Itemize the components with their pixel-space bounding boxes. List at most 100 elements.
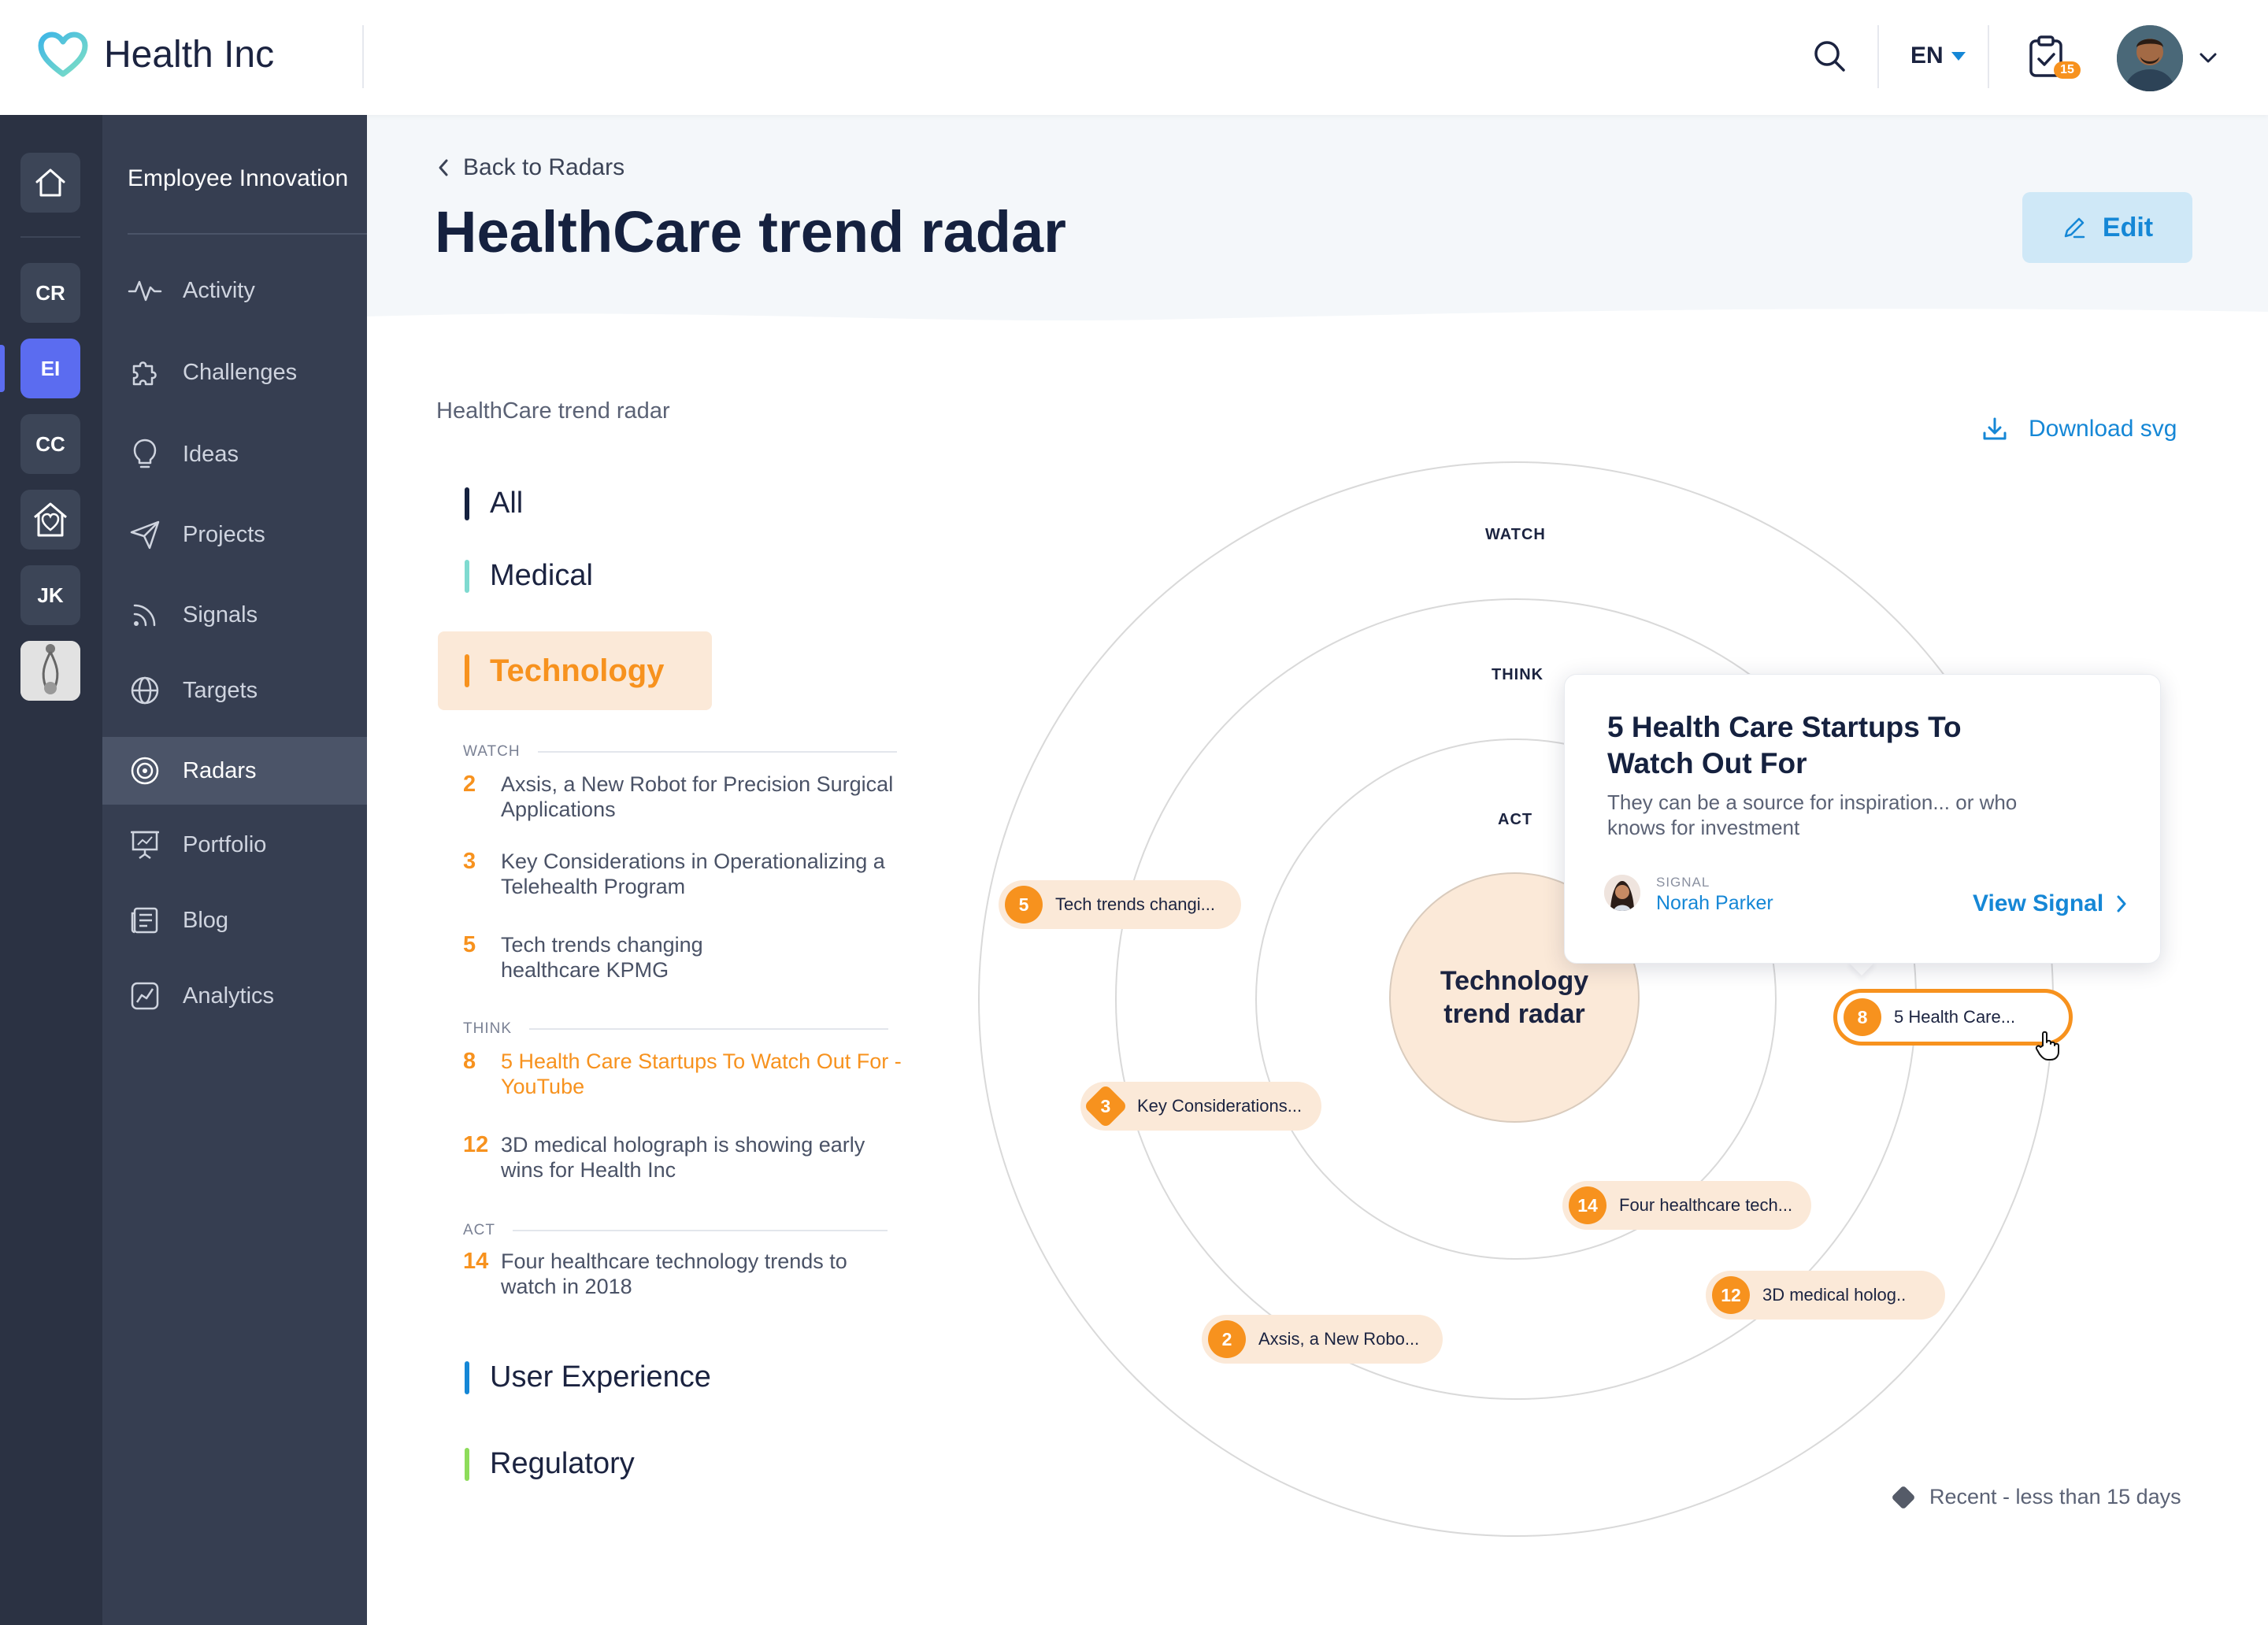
sidebar-nav: Employee Innovation Activity Challenges … — [102, 115, 367, 1625]
signal-title: 5 Health Care Startups To Watch Out For … — [501, 1049, 902, 1098]
analytics-icon — [128, 979, 162, 1013]
group-header-act: ACT — [463, 1222, 888, 1239]
nav-item-projects[interactable]: Projects — [102, 501, 367, 568]
nav-item-challenges[interactable]: Challenges — [102, 339, 367, 406]
nav-item-activity[interactable]: Activity — [102, 257, 367, 324]
logo[interactable]: Health Inc — [38, 31, 274, 77]
category-all[interactable]: All — [465, 487, 523, 520]
workspace-rail: CR EI CC JK — [0, 115, 102, 1625]
author-name[interactable]: Norah Parker — [1656, 892, 1773, 914]
group-label: THINK — [463, 1020, 512, 1037]
category-technology[interactable]: Technology — [438, 631, 712, 710]
category-label: All — [490, 487, 524, 520]
nav-item-label: Analytics — [183, 983, 275, 1009]
rss-icon — [128, 598, 162, 632]
radar-center-label: Technology trend radar — [1440, 966, 1589, 1029]
signal-number: 14 — [463, 1249, 489, 1274]
chevron-left-icon — [438, 158, 449, 177]
nav-item-label: Radars — [183, 757, 257, 783]
divider — [1877, 25, 1879, 88]
nav-item-ideas[interactable]: Ideas — [102, 420, 367, 488]
category-color-bar — [465, 1447, 469, 1481]
edit-button[interactable]: Edit — [2022, 192, 2192, 263]
group-label: WATCH — [463, 743, 521, 760]
signal-number: 8 — [1844, 998, 1881, 1036]
signal-item[interactable]: 5 Tech trends changing healthcare KPMG — [463, 932, 904, 983]
signal-title: Axsis, a New Robo... — [1258, 1329, 1420, 1349]
recent-signal-marker: 3 — [1083, 1083, 1128, 1129]
back-link[interactable]: Back to Radars — [438, 154, 624, 181]
signal-number: 12 — [463, 1132, 489, 1157]
nav-item-label: Portfolio — [183, 831, 267, 857]
nav-item-blog[interactable]: Blog — [102, 887, 367, 954]
signal-item[interactable]: 3 Key Considerations in Operationalizing… — [463, 849, 904, 899]
nav-item-label: Targets — [183, 677, 258, 703]
signal-title: Four healthcare tech... — [1619, 1195, 1793, 1215]
workspace-image[interactable] — [20, 641, 80, 701]
hand-cursor-icon — [2035, 1030, 2062, 1061]
signal-item[interactable]: 8 5 Health Care Startups To Watch Out Fo… — [463, 1049, 904, 1099]
radar-signal-pill[interactable]: 2 Axsis, a New Robo... — [1202, 1315, 1443, 1364]
chevron-down-icon[interactable] — [2199, 52, 2218, 65]
nav-item-label: Signals — [183, 602, 258, 627]
view-signal-link[interactable]: View Signal — [1973, 890, 2127, 917]
popup-title: 5 Health Care Startups To Watch Out For — [1607, 711, 1962, 779]
app-name: Health Inc — [104, 33, 275, 76]
popup-description: They can be a source for inspiration... … — [1607, 790, 2018, 839]
search-icon[interactable] — [1811, 38, 1847, 74]
user-avatar[interactable] — [2117, 25, 2183, 91]
nav-item-targets[interactable]: Targets — [102, 657, 367, 724]
workspace-jk[interactable]: JK — [20, 565, 80, 625]
language-value: EN — [1910, 43, 1944, 68]
home-button[interactable] — [20, 153, 80, 213]
divider — [529, 1028, 888, 1030]
signal-title: Axsis, a New Robot for Precision Surgica… — [501, 772, 894, 821]
category-regulatory[interactable]: Regulatory — [465, 1447, 635, 1481]
paper-plane-icon — [128, 517, 162, 552]
radar-signal-pill[interactable]: 14 Four healthcare tech... — [1562, 1181, 1811, 1230]
nav-item-signals[interactable]: Signals — [102, 581, 367, 649]
nav-item-analytics[interactable]: Analytics — [102, 962, 367, 1030]
active-indicator — [0, 345, 5, 392]
category-medical[interactable]: Medical — [465, 559, 593, 593]
radar-signal-pill[interactable]: 12 3D medical holog.. — [1706, 1271, 1945, 1320]
category-label: Regulatory — [490, 1447, 635, 1480]
download-icon — [1981, 416, 2008, 442]
pencil-icon — [2062, 215, 2087, 240]
ring-act — [1255, 738, 1777, 1260]
signal-title: Key Considerations... — [1137, 1096, 1303, 1116]
signal-number: 3 — [1100, 1095, 1111, 1116]
workspace-health[interactable] — [20, 490, 80, 550]
tasks-badge: 15 — [2054, 61, 2081, 79]
radar-signal-pill[interactable]: 3 Key Considerations... — [1080, 1082, 1321, 1131]
signal-item[interactable]: 14 Four healthcare technology trends to … — [463, 1249, 904, 1299]
puzzle-icon — [128, 355, 162, 390]
lightbulb-icon — [128, 437, 162, 472]
workspace-cr[interactable]: CR — [20, 263, 80, 323]
legend-label: Recent - less than 15 days — [1929, 1485, 2181, 1508]
group-header-watch: WATCH — [463, 743, 897, 761]
category-user-experience[interactable]: User Experience — [465, 1360, 711, 1394]
back-label: Back to Radars — [463, 154, 625, 180]
category-label: Medical — [490, 559, 593, 592]
workspace-cc[interactable]: CC — [20, 414, 80, 474]
category-label: Technology — [490, 653, 665, 688]
nav-item-radars[interactable]: Radars — [102, 737, 367, 805]
ring-label-watch: WATCH — [1485, 526, 1546, 543]
nav-item-portfolio[interactable]: Portfolio — [102, 811, 367, 879]
group-label: ACT — [463, 1222, 495, 1238]
author-avatar — [1604, 875, 1640, 911]
download-svg-link[interactable]: Download svg — [1981, 416, 2177, 442]
language-select[interactable]: EN — [1910, 43, 1966, 69]
clipboard-check-icon[interactable] — [2027, 35, 2066, 79]
signal-item[interactable]: 2 Axsis, a New Robot for Precision Surgi… — [463, 772, 904, 822]
signal-title: Four healthcare technology trends to wat… — [501, 1249, 847, 1298]
presentation-icon — [128, 827, 162, 862]
signal-item[interactable]: 12 3D medical holograph is showing early… — [463, 1132, 904, 1183]
radar-signal-pill[interactable]: 5 Tech trends changi... — [999, 880, 1241, 929]
workspace-ei[interactable]: EI — [20, 339, 80, 398]
radar-signal-pill-active[interactable]: 8 5 Health Care... — [1833, 989, 2073, 1046]
page-header — [367, 115, 2268, 324]
signal-title: Key Considerations in Operationalizing a… — [501, 850, 885, 898]
